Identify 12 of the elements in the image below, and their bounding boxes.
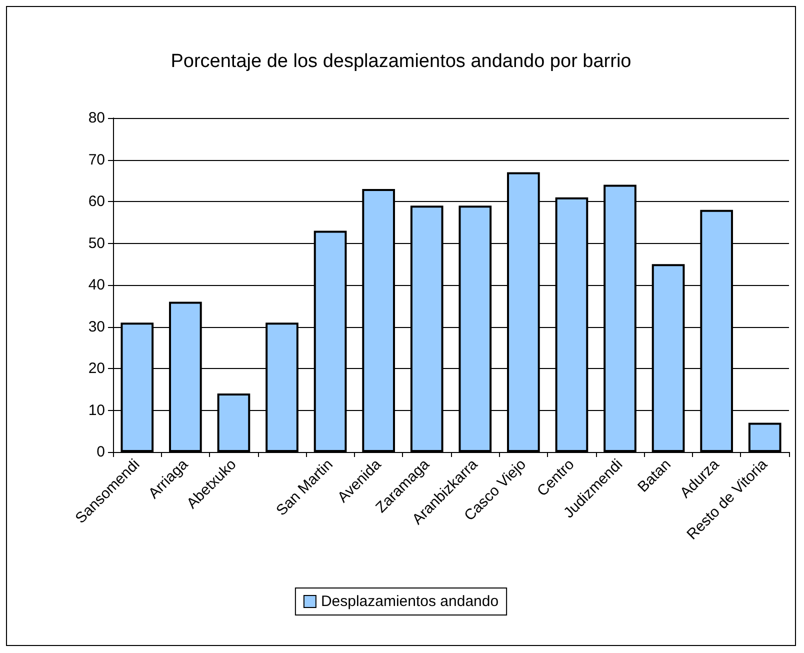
bar bbox=[748, 422, 782, 452]
y-tick-label: 0 bbox=[96, 444, 105, 460]
legend-label: Desplazamientos andando bbox=[320, 593, 499, 610]
y-tick-label: 50 bbox=[88, 234, 105, 252]
y-tick-label: 60 bbox=[88, 193, 105, 210]
y-tick-label: 10 bbox=[88, 402, 105, 419]
y-tick-label: 70 bbox=[88, 151, 105, 168]
y-tick-label: 80 bbox=[88, 110, 105, 126]
y-tick-label: 40 bbox=[88, 276, 105, 294]
y-tick-label: 30 bbox=[88, 318, 105, 336]
y-tick-label: 20 bbox=[88, 360, 105, 377]
chart-title: Porcentaje de los desplazamientos andando por barrio bbox=[170, 51, 632, 72]
